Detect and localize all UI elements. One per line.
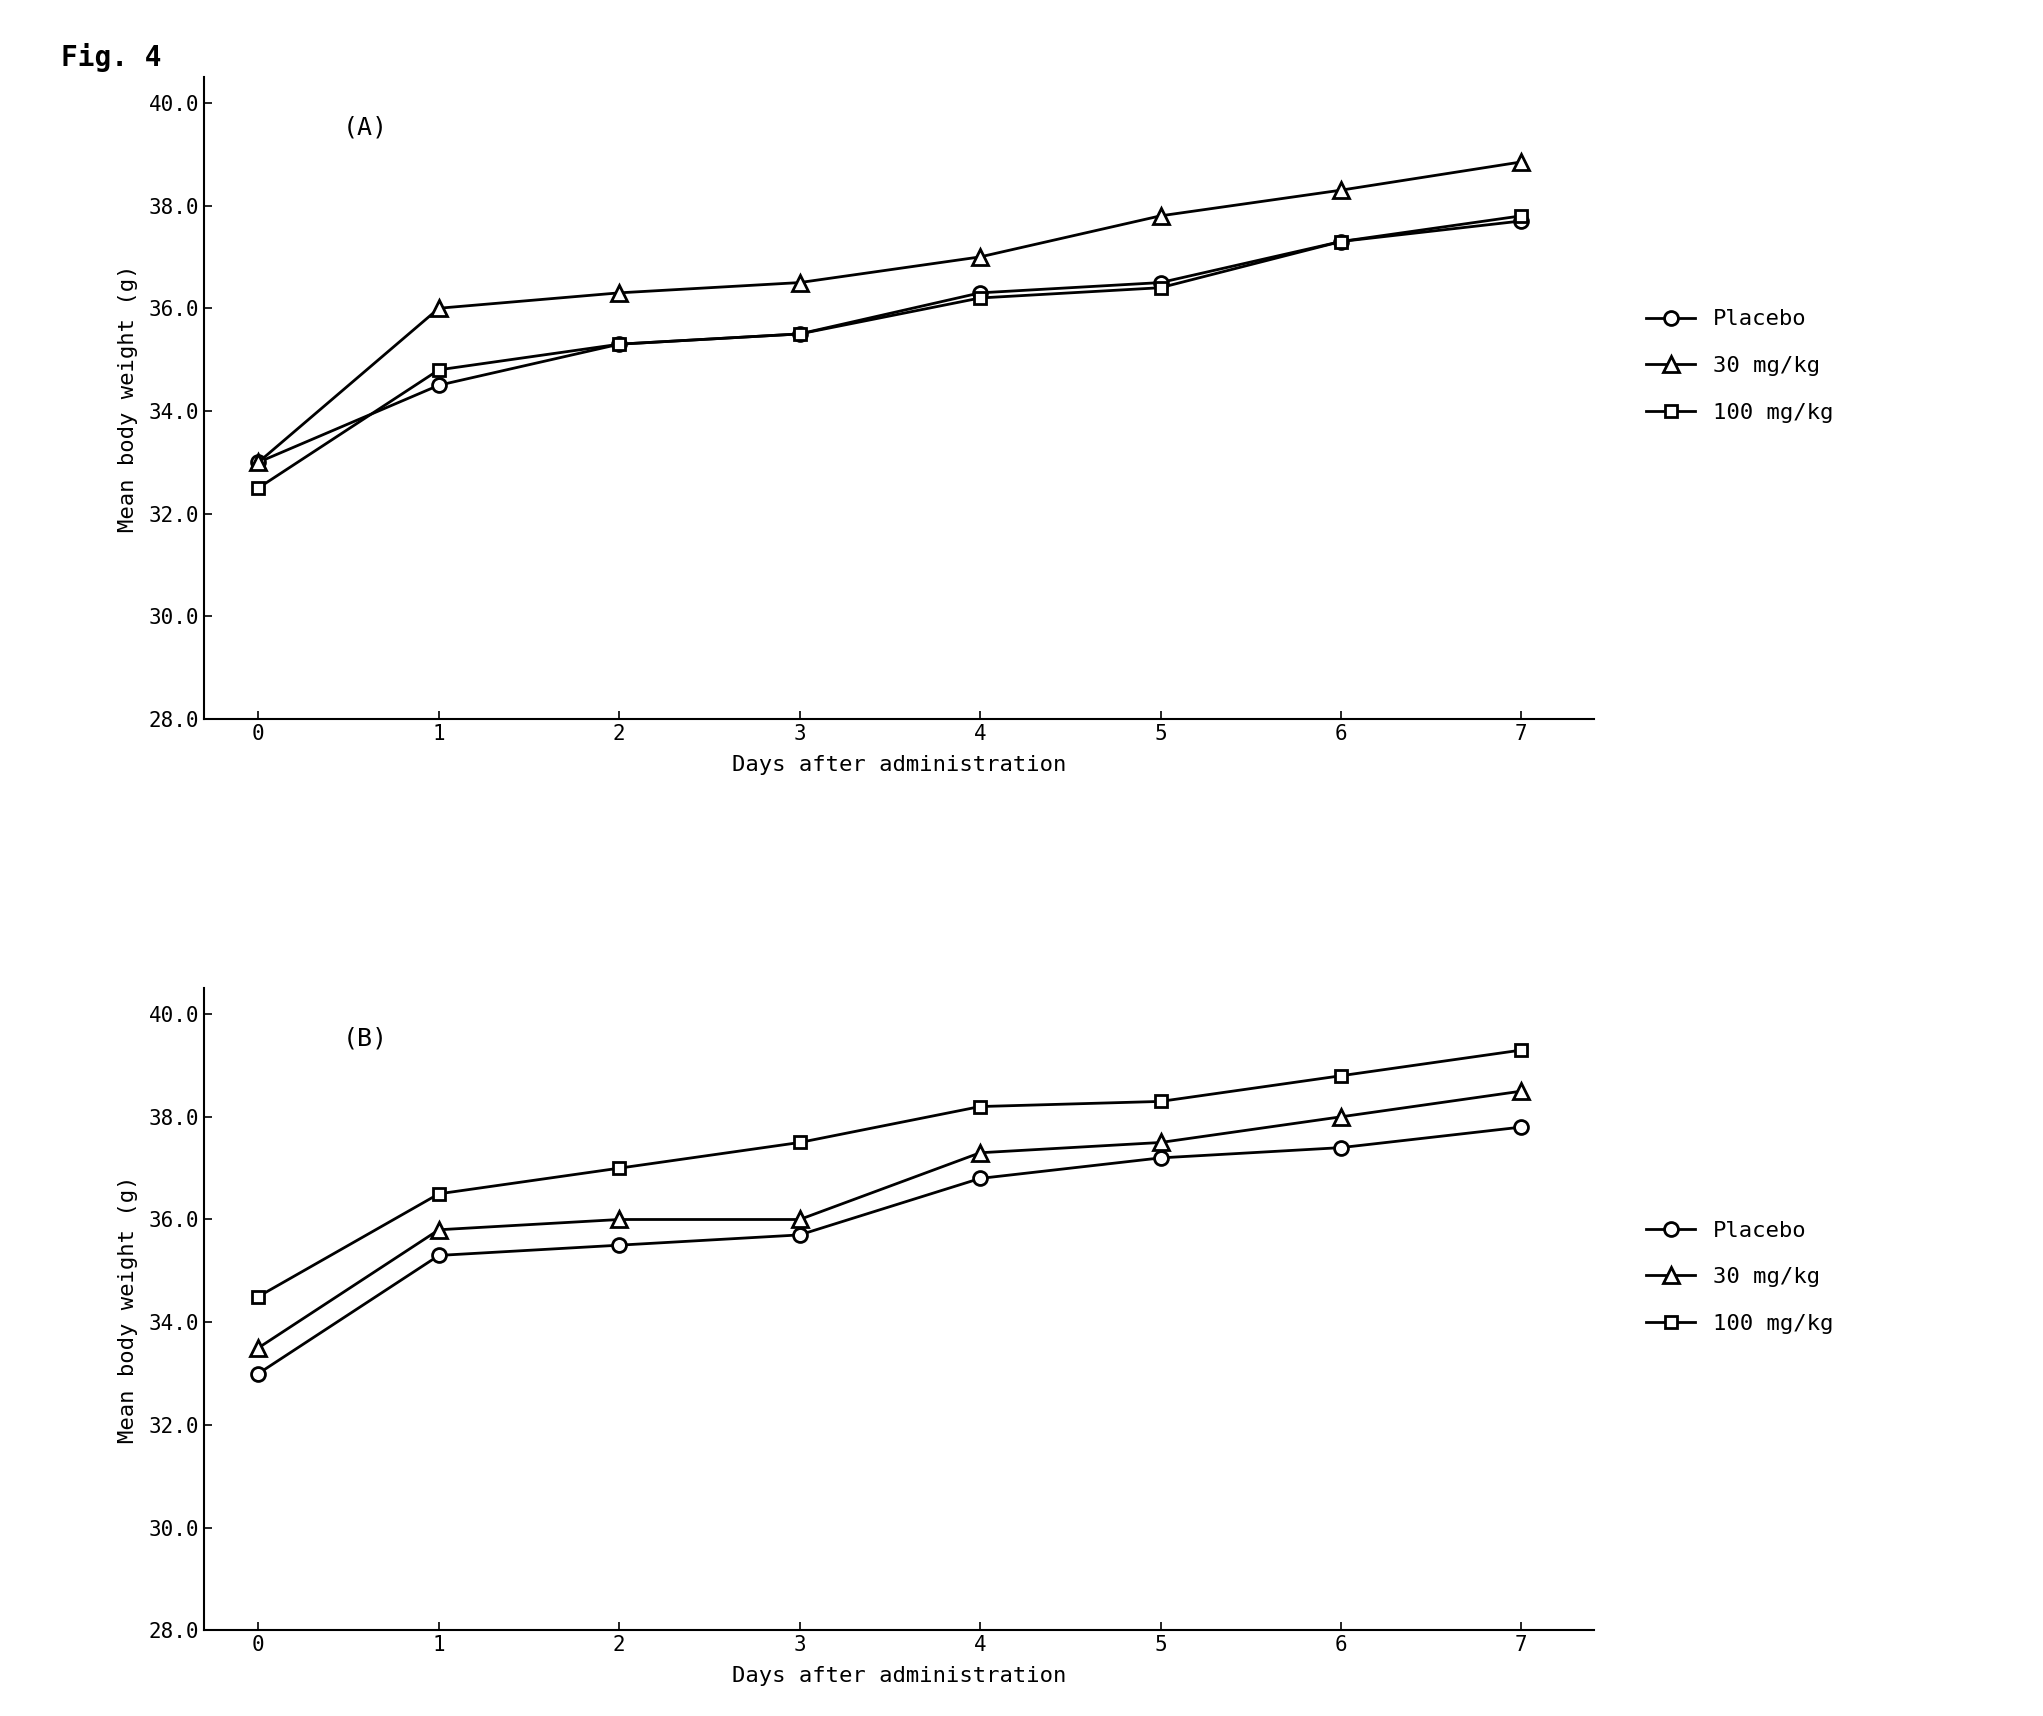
30 mg/kg xyxy=(245,1337,270,1357)
Placebo xyxy=(245,1363,270,1383)
Line: 100 mg/kg: 100 mg/kg xyxy=(251,1043,1528,1302)
100 mg/kg xyxy=(968,1097,993,1117)
Placebo xyxy=(968,283,993,304)
30 mg/kg xyxy=(968,1143,993,1163)
30 mg/kg xyxy=(1510,1081,1534,1102)
Legend: Placebo, 30 mg/kg, 100 mg/kg: Placebo, 30 mg/kg, 100 mg/kg xyxy=(1647,1220,1833,1333)
Placebo xyxy=(427,1246,452,1266)
100 mg/kg xyxy=(245,477,270,498)
30 mg/kg xyxy=(1148,206,1173,227)
100 mg/kg xyxy=(787,1133,811,1153)
Placebo xyxy=(1148,1148,1173,1169)
Line: 30 mg/kg: 30 mg/kg xyxy=(251,154,1528,470)
100 mg/kg xyxy=(427,360,452,381)
Y-axis label: Mean body weight (g): Mean body weight (g) xyxy=(118,1175,137,1443)
100 mg/kg xyxy=(607,1158,631,1179)
Text: (A): (A) xyxy=(343,115,388,139)
Placebo xyxy=(1510,1117,1534,1138)
Placebo xyxy=(787,324,811,345)
Placebo xyxy=(427,376,452,396)
100 mg/kg xyxy=(427,1184,452,1205)
30 mg/kg xyxy=(787,1210,811,1230)
100 mg/kg xyxy=(968,288,993,309)
Placebo xyxy=(1510,211,1534,232)
X-axis label: Days after administration: Days after administration xyxy=(731,1666,1066,1687)
30 mg/kg xyxy=(427,1220,452,1241)
100 mg/kg xyxy=(1148,278,1173,299)
Line: 100 mg/kg: 100 mg/kg xyxy=(251,209,1528,494)
100 mg/kg xyxy=(245,1287,270,1308)
30 mg/kg xyxy=(427,299,452,319)
30 mg/kg xyxy=(787,273,811,293)
30 mg/kg xyxy=(968,247,993,268)
Line: Placebo: Placebo xyxy=(251,1121,1528,1380)
30 mg/kg xyxy=(1328,1107,1352,1127)
Line: Placebo: Placebo xyxy=(251,214,1528,468)
100 mg/kg xyxy=(1510,1040,1534,1060)
Placebo xyxy=(1148,273,1173,293)
30 mg/kg xyxy=(607,283,631,304)
Placebo xyxy=(1328,1138,1352,1158)
Placebo xyxy=(607,335,631,355)
Placebo xyxy=(968,1169,993,1189)
Text: Fig. 4: Fig. 4 xyxy=(61,43,161,72)
30 mg/kg xyxy=(607,1210,631,1230)
Text: (B): (B) xyxy=(343,1026,388,1050)
30 mg/kg xyxy=(245,451,270,472)
Placebo xyxy=(245,451,270,472)
100 mg/kg xyxy=(1328,232,1352,252)
X-axis label: Days after administration: Days after administration xyxy=(731,755,1066,776)
30 mg/kg xyxy=(1148,1133,1173,1153)
Y-axis label: Mean body weight (g): Mean body weight (g) xyxy=(118,264,137,532)
30 mg/kg xyxy=(1510,151,1534,172)
100 mg/kg xyxy=(607,335,631,355)
Placebo xyxy=(607,1236,631,1256)
Placebo xyxy=(1328,232,1352,252)
Placebo xyxy=(787,1225,811,1246)
30 mg/kg xyxy=(1328,180,1352,201)
100 mg/kg xyxy=(1510,206,1534,227)
Legend: Placebo, 30 mg/kg, 100 mg/kg: Placebo, 30 mg/kg, 100 mg/kg xyxy=(1647,309,1833,422)
100 mg/kg xyxy=(1148,1091,1173,1112)
100 mg/kg xyxy=(1328,1066,1352,1086)
100 mg/kg xyxy=(787,324,811,345)
Line: 30 mg/kg: 30 mg/kg xyxy=(251,1083,1528,1356)
